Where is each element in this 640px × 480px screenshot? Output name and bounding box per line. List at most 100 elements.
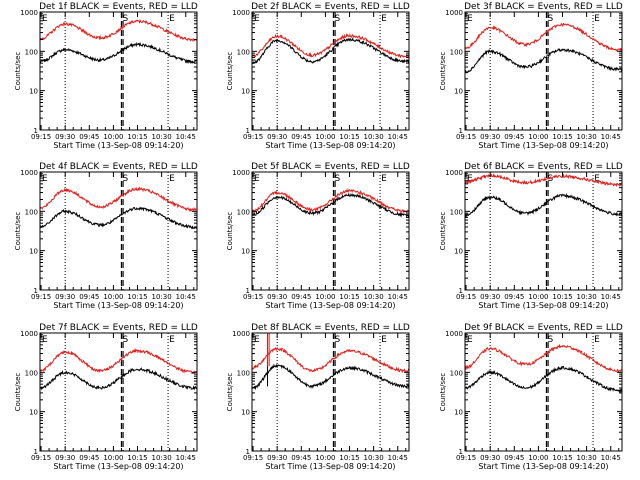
marker-letter: S: [547, 14, 553, 24]
marker-letter: E: [42, 335, 48, 345]
plot-frame: [39, 11, 198, 131]
y-tick-label: 100: [237, 208, 250, 216]
y-tick-label: 1: [459, 127, 463, 135]
x-tick-label: 10:15: [127, 293, 147, 301]
events-series-line: [251, 192, 410, 219]
detector-panel: Det 2f BLACK = Events, RED = LLD E S E 1 10 10…: [226, 2, 410, 150]
x-axis-label: Start Time (13-Sep-08 09:14:20): [265, 462, 395, 471]
y-tick-label: 10: [454, 88, 463, 96]
events-series-line: [464, 48, 623, 74]
x-tick-label: 09:30: [267, 293, 287, 301]
x-axis-label: Start Time (13-Sep-08 09:14:20): [265, 301, 395, 310]
x-tick-label: 10:15: [552, 293, 572, 301]
events-series-line: [39, 206, 198, 230]
marker-letter: E: [169, 174, 175, 184]
marker-letter: E: [594, 14, 600, 24]
lld-series-line: [464, 343, 623, 374]
plot-frame: [464, 332, 623, 452]
x-tick-label: 09:30: [480, 293, 500, 301]
panel-title: Det 6f BLACK = Events, RED = LLD: [464, 162, 623, 172]
marker-letter: S: [334, 14, 340, 24]
plot-frame: [39, 171, 198, 291]
marker-letter: E: [169, 335, 175, 345]
y-tick-label: 1: [246, 127, 250, 135]
detector-panel: Det 9f BLACK = Events, RED = LLD E S E 1 10 10…: [439, 323, 623, 471]
y-tick-label: 10: [29, 248, 38, 256]
x-tick-label: 10:30: [152, 454, 172, 462]
x-tick-label: 10:45: [601, 133, 621, 141]
x-tick-label: 09:30: [55, 293, 75, 301]
y-tick-label: 1000: [445, 9, 463, 17]
panel-title: Det 2f BLACK = Events, RED = LLD: [251, 2, 410, 12]
x-tick-label: 09:45: [504, 293, 524, 301]
x-tick-label: 09:15: [31, 133, 51, 141]
x-tick-label: 10:00: [528, 133, 548, 141]
x-tick-label: 09:15: [31, 454, 51, 462]
detector-panel: Det 1f BLACK = Events, RED = LLD E S E 1 10 10…: [14, 2, 198, 150]
lld-series-line: [39, 18, 198, 43]
plot-frame: [251, 332, 410, 452]
lld-series-line: [251, 346, 410, 374]
x-tick-label: 09:30: [267, 454, 287, 462]
panel-title: Det 7f BLACK = Events, RED = LLD: [39, 323, 198, 333]
x-tick-label: 10:30: [364, 133, 384, 141]
events-series-line: [39, 41, 198, 65]
x-tick-label: 10:00: [528, 293, 548, 301]
events-series-line: [39, 367, 198, 391]
panel-title: Det 4f BLACK = Events, RED = LLD: [39, 162, 198, 172]
lld-series-line: [251, 33, 410, 59]
y-tick-label: 100: [450, 48, 463, 56]
marker-letter: E: [381, 14, 387, 24]
x-tick-label: 10:15: [552, 454, 572, 462]
y-tick-label: 10: [454, 248, 463, 256]
lld-series-line: [39, 348, 198, 375]
marker-letter: E: [594, 174, 600, 184]
x-tick-label: 09:15: [31, 293, 51, 301]
x-tick-label: 09:45: [79, 454, 99, 462]
y-tick-label: 100: [25, 48, 38, 56]
x-axis-label: Start Time (13-Sep-08 09:14:20): [53, 462, 183, 471]
detector-panel: Det 8f BLACK = Events, RED = LLD E S E 1 10 10…: [226, 323, 410, 471]
x-tick-label: 09:30: [267, 133, 287, 141]
detector-panel: Det 6f BLACK = Events, RED = LLD E S E 1 10 10…: [439, 162, 623, 310]
x-tick-label: 10:45: [388, 293, 408, 301]
x-tick-label: 10:00: [103, 133, 123, 141]
events-series-line: [251, 37, 410, 65]
y-axis-label: Counts/sec: [14, 52, 22, 91]
marker-letter: S: [547, 335, 553, 345]
y-tick-label: 100: [237, 369, 250, 377]
panel-title: Det 8f BLACK = Events, RED = LLD: [251, 323, 410, 333]
x-tick-label: 09:15: [243, 133, 263, 141]
x-tick-label: 09:30: [55, 133, 75, 141]
x-tick-label: 10:30: [152, 133, 172, 141]
marker-letter: S: [122, 14, 128, 24]
y-axis-label: Counts/sec: [14, 373, 22, 412]
y-tick-label: 1000: [20, 9, 38, 17]
panel-title: Det 1f BLACK = Events, RED = LLD: [39, 2, 198, 12]
x-tick-label: 09:15: [243, 454, 263, 462]
x-tick-label: 10:00: [315, 454, 335, 462]
x-tick-label: 09:15: [456, 454, 476, 462]
x-axis-label: Start Time (13-Sep-08 09:14:20): [53, 141, 183, 150]
y-tick-label: 10: [241, 248, 250, 256]
marker-letter: E: [381, 174, 387, 184]
marker-letter: E: [169, 14, 175, 24]
marker-letter: S: [334, 174, 340, 184]
marker-letter: E: [594, 335, 600, 345]
marker-letter: E: [42, 14, 48, 24]
x-tick-label: 10:30: [577, 454, 597, 462]
y-tick-label: 10: [241, 88, 250, 96]
x-tick-label: 09:45: [291, 133, 311, 141]
x-tick-label: 10:30: [577, 293, 597, 301]
y-tick-label: 1: [246, 448, 250, 456]
lld-series-line: [464, 22, 623, 52]
y-tick-label: 1: [34, 448, 38, 456]
events-series-line: [464, 192, 623, 218]
x-tick-label: 10:45: [388, 133, 408, 141]
x-tick-label: 10:45: [388, 454, 408, 462]
y-tick-label: 100: [25, 369, 38, 377]
x-tick-label: 09:15: [243, 293, 263, 301]
y-tick-label: 1000: [20, 330, 38, 338]
x-tick-label: 10:15: [339, 293, 359, 301]
